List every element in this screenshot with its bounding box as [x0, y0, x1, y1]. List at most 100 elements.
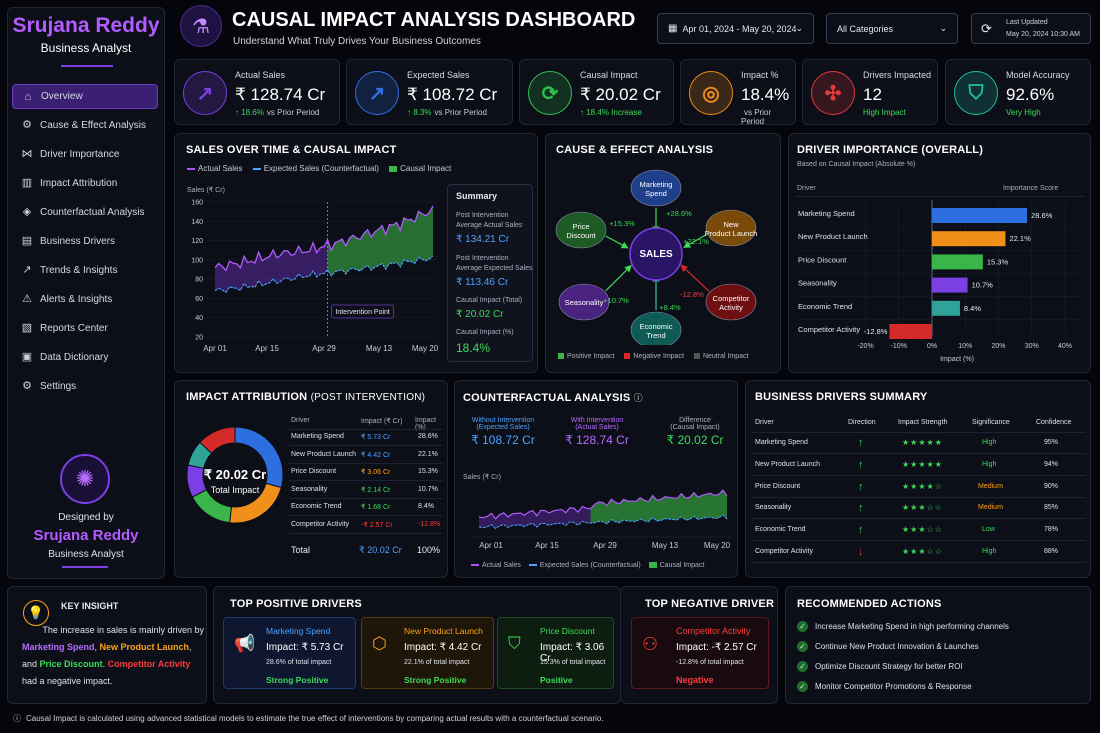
- bd-row-confidence: 88%: [1044, 548, 1059, 555]
- sidebar-item-label: Reports Center: [40, 323, 108, 334]
- last-updated-box[interactable]: ⟳ Last Updated May 20, 2024 10:30 AM: [971, 13, 1091, 44]
- category-select[interactable]: All Categories ⌄: [826, 13, 958, 44]
- kpi-icon: ⛉: [954, 71, 998, 115]
- summary-value-3: ₹ 20.02 Cr: [456, 309, 504, 320]
- x-tick-label: May 13: [652, 541, 679, 550]
- kpi-value: 92.6%: [1006, 85, 1055, 104]
- negative-driver-card[interactable]: ⚇ Competitor Activity Impact: -₹ 2.57 Cr…: [631, 617, 769, 689]
- bd-row-significance: High: [982, 460, 997, 468]
- check-circle-icon: ✓: [797, 641, 808, 652]
- kpi-sub: ↑ 8.3% vs Prior Period: [407, 108, 487, 117]
- cause-arrow: [683, 234, 707, 248]
- bd-row-significance: Medium: [978, 504, 1003, 512]
- legend-expected: Expected Sales (Counterfactual): [528, 562, 641, 569]
- driver-importance-title: DRIVER IMPORTANCE (OVERALL): [797, 144, 984, 156]
- sidebar-item-business-drivers[interactable]: ▤ Business Drivers: [12, 229, 158, 254]
- y-tick-label: 40: [195, 315, 203, 322]
- kpi-card-causal-impact[interactable]: ⟳ Causal Impact ₹ 20.02 Cr ↑ 18.4% Increase: [519, 59, 674, 125]
- sidebar-item-trends-insights[interactable]: ↗ Trends & Insights: [12, 258, 158, 283]
- x-tick-label: -10%: [891, 343, 907, 350]
- bar-value: 15.3%: [987, 257, 1009, 266]
- chevron-down-icon: ⌄: [795, 23, 803, 33]
- sidebar-item-driver-importance[interactable]: ⋈ Driver Importance: [12, 142, 158, 167]
- expected-sales-line: [214, 255, 434, 294]
- sidebar-item-settings[interactable]: ⚙ Settings: [12, 374, 158, 399]
- kpi-delta: ↑ 8.3%: [407, 108, 432, 117]
- sidebar-item-cause-effect-analysis[interactable]: ⚙ Cause & Effect Analysis: [12, 113, 158, 138]
- positive-driver-card[interactable]: ⛉ Price Discount Impact: ₹ 3.06 Cr 15.3% of…: [497, 617, 614, 689]
- importance-bar: [932, 254, 983, 270]
- bd-row-confidence: 95%: [1044, 439, 1059, 446]
- sidebar-item-label: Data Dictionary: [40, 352, 109, 363]
- arrow-down-icon: ↓: [858, 546, 864, 558]
- kpi-label: Actual Sales: [235, 70, 286, 80]
- cf-difference: Difference (Causal Impact) ₹ 20.02 Cr: [666, 417, 724, 447]
- legend-expected: Expected Sales (Counterfactual): [252, 164, 379, 173]
- sidebar-item-impact-attribution[interactable]: ▥ Impact Attribution: [12, 171, 158, 196]
- kpi-delta: Very High: [1006, 108, 1041, 117]
- nodes-icon: ⋈: [21, 148, 33, 160]
- kpi-card-model-accuracy[interactable]: ⛉ Model Accuracy 92.6% Very High: [945, 59, 1091, 125]
- positive-driver-card[interactable]: 📢 Marketing Spend Impact: ₹ 5.73 Cr 28.6% o…: [223, 617, 356, 689]
- bar-label: Economic Trend: [798, 302, 852, 311]
- attr-total-label: Total: [291, 545, 311, 555]
- sidebar-item-reports-center[interactable]: ▧ Reports Center: [12, 316, 158, 341]
- bar-chart-icon: ▥: [21, 177, 33, 189]
- x-tick-label: 40%: [1058, 343, 1072, 350]
- x-tick-label: May 13: [366, 344, 393, 353]
- positive-driver-card[interactable]: ⬡ New Product Launch Impact: ₹ 4.42 Cr 22.1…: [361, 617, 494, 689]
- cause-arrow: [605, 264, 632, 292]
- importance-bar: [932, 208, 1028, 223]
- x-tick-label: Apr 01: [203, 344, 227, 353]
- cf-with: With Intervention (Actual Sales) ₹ 128.7…: [565, 417, 629, 447]
- sidebar-item-counterfactual-analysis[interactable]: ◈ Counterfactual Analysis: [12, 200, 158, 225]
- kpi-sub: Very High: [1006, 108, 1041, 117]
- report-icon: ▧: [21, 322, 33, 334]
- bd-row-driver: New Product Launch: [755, 460, 820, 468]
- summary-value-4: 18.4%: [456, 341, 491, 355]
- attribution-title: IMPACT ATTRIBUTION (POST INTERVENTION): [186, 391, 426, 403]
- date-range-picker[interactable]: ▦ Apr 01, 2024 - May 20, 2024 ⌄: [657, 13, 814, 44]
- arrow-up-icon: ↑: [858, 480, 864, 493]
- bd-col-header: Impact Strength: [898, 419, 948, 426]
- x-tick-label: 30%: [1025, 343, 1039, 350]
- driver-importance-panel: DRIVER IMPORTANCE (OVERALL) Based on Cau…: [788, 133, 1091, 373]
- kpi-delta: High Impact: [863, 108, 906, 117]
- sidebar-item-overview[interactable]: ⌂ Overview: [12, 84, 158, 109]
- sidebar-item-alerts-insights[interactable]: ⚠ Alerts & Insights: [12, 287, 158, 312]
- action-item: Continue New Product Innovation & Launch…: [815, 642, 979, 651]
- positive-driver-tag: Strong Positive: [404, 675, 467, 685]
- driver-node-pct: +28.6%: [666, 209, 692, 218]
- tag-icon: ⛉: [508, 634, 521, 653]
- y-tick-label: 80: [195, 277, 203, 284]
- driver-node-label: Discount: [566, 231, 596, 240]
- x-tick-label: 20%: [991, 343, 1005, 350]
- attr-row-impact: ₹ 3.06 Cr: [361, 469, 391, 476]
- actual-sales-line: [214, 205, 434, 272]
- kpi-card-impact-[interactable]: ◎ Impact % 18.4% vs Prior Period: [680, 59, 796, 126]
- x-tick-label: Apr 29: [593, 541, 617, 550]
- info-icon[interactable]: ⓘ: [633, 393, 643, 403]
- network-icon: ⚙: [22, 119, 32, 131]
- driver-node-pct: +22.1%: [683, 237, 709, 246]
- sales-line-chart: 160 140 120 100 80 60 40 20 Intervention Point Ap…: [191, 200, 438, 354]
- check-circle-icon: ✓: [797, 681, 808, 692]
- arrow-up-icon: ↑: [858, 502, 864, 515]
- kpi-card-drivers-impacted[interactable]: ✣ Drivers Impacted 12 High Impact: [802, 59, 938, 125]
- attr-row-driver: Marketing Spend: [291, 433, 344, 440]
- kpi-icon: ↗: [355, 71, 399, 115]
- kpi-card-actual-sales[interactable]: ↗ Actual Sales ₹ 128.74 Cr ↑ 18.6% vs Prior …: [174, 59, 340, 125]
- driver-node-label: Spend: [645, 189, 667, 198]
- sidebar-item-data-dictionary[interactable]: ▣ Data Dictionary: [12, 345, 158, 370]
- recommended-actions-panel: RECOMMENDED ACTIONS ✓ Increase Marketing …: [785, 586, 1091, 704]
- summary-label-1: Post Intervention Average Actual Sales: [456, 212, 523, 229]
- summary-title: Summary: [456, 191, 498, 201]
- bar-value: 8.4%: [964, 304, 981, 313]
- kpi-value: 12: [863, 85, 882, 104]
- sidebar-item-label: Overview: [41, 91, 83, 102]
- kpi-card-expected-sales[interactable]: ↗ Expected Sales ₹ 108.72 Cr ↑ 8.3% vs Prior…: [346, 59, 513, 125]
- driver-importance-subtitle: Based on Causal Impact (Absolute %): [797, 161, 916, 168]
- positive-driver-share: 15.3% of total impact: [540, 659, 606, 666]
- driver-node-pct: -12.8%: [680, 290, 704, 299]
- expected-sales-line: [478, 514, 728, 530]
